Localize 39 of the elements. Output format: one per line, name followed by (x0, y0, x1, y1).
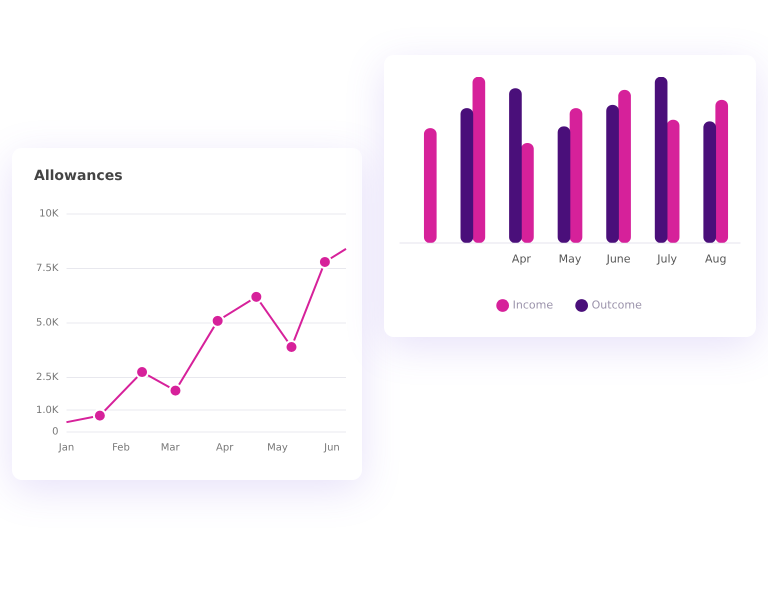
x-tick-label: Apr (216, 442, 234, 454)
x-tick-label: Aug (704, 252, 726, 266)
bar (472, 77, 486, 243)
legend-label: Outcome (592, 298, 642, 312)
bar (666, 120, 680, 243)
chart-title: Allowances (34, 168, 123, 184)
x-tick-label: Mar (160, 442, 181, 454)
bar (703, 121, 716, 243)
point (168, 384, 182, 398)
x-tick-label: May (267, 442, 288, 454)
bar (521, 142, 534, 243)
y-tick-label: 7.5K (36, 263, 59, 274)
x-tick-label: Feb (112, 442, 130, 454)
x-tick-label: Jun (323, 442, 340, 454)
x-tick-label: June (606, 252, 631, 266)
point (284, 340, 298, 354)
bar (460, 108, 474, 243)
y-tick-label: 5.0K (36, 318, 59, 329)
y-tick-label: 10K (39, 208, 59, 220)
bar (509, 88, 522, 243)
point (210, 314, 225, 328)
x-tick-label: Apr (512, 252, 532, 266)
legend-label: Income (512, 298, 554, 312)
x-tick-label: May (558, 252, 582, 266)
y-tick-label: 2.5K (36, 372, 59, 384)
bar (424, 128, 437, 243)
bar (606, 104, 619, 243)
y-tick-label: 0 (52, 426, 58, 438)
x-tick-label: Jan (58, 442, 74, 454)
point (249, 290, 264, 304)
bar (570, 108, 582, 243)
bar (654, 77, 668, 243)
x-tick-label: July (656, 252, 678, 266)
point (92, 408, 107, 423)
bar (558, 126, 570, 243)
bar (618, 90, 631, 243)
y-tick-label: 1.0K (36, 404, 59, 416)
point (135, 365, 150, 380)
bar (715, 100, 728, 243)
